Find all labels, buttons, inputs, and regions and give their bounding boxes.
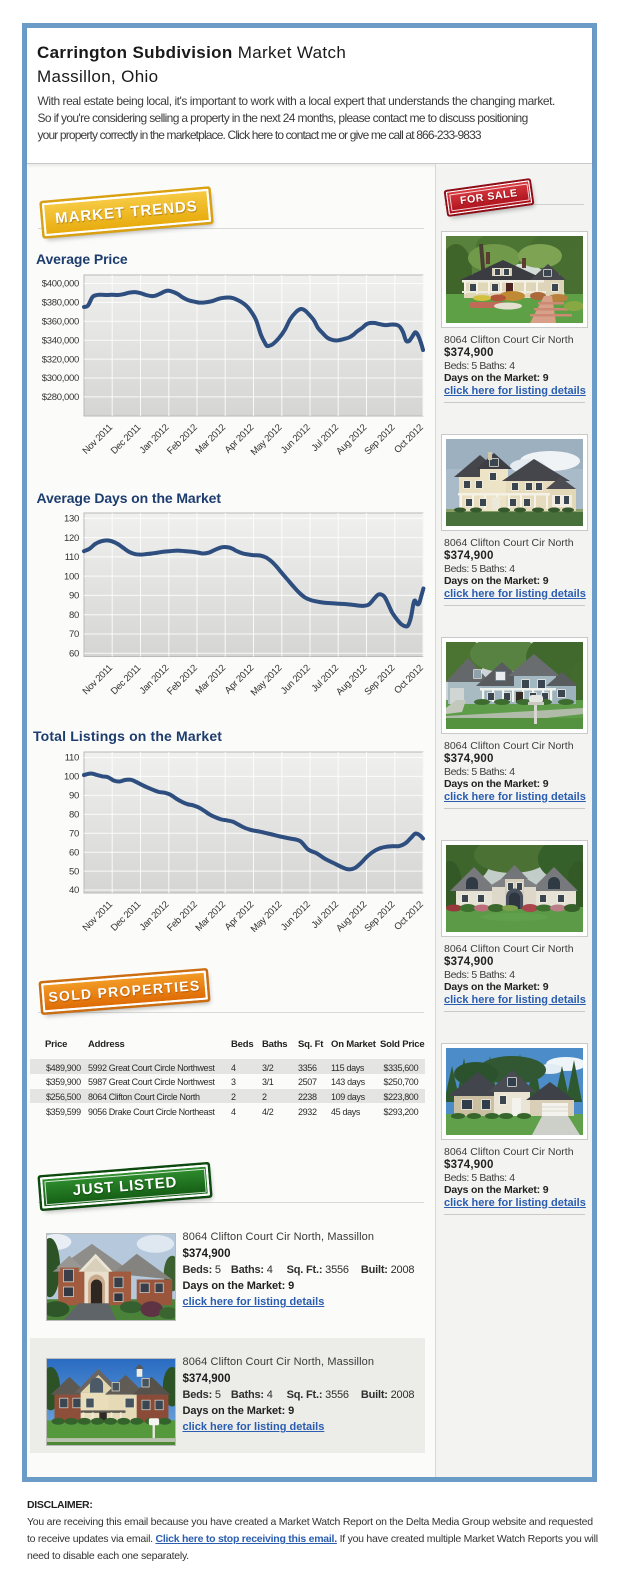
svg-text:110: 110 — [65, 753, 79, 764]
svg-text:110: 110 — [65, 552, 79, 563]
svg-text:Feb 2012: Feb 2012 — [165, 899, 199, 933]
svg-text:Nov 2011: Nov 2011 — [81, 899, 115, 933]
svg-text:100: 100 — [64, 571, 79, 582]
svg-text:100: 100 — [64, 772, 79, 783]
svg-text:Mar 2012: Mar 2012 — [193, 899, 227, 933]
svg-text:$400,000: $400,000 — [42, 279, 79, 290]
svg-text:Oct 2012: Oct 2012 — [392, 663, 425, 696]
svg-text:May 2012: May 2012 — [249, 663, 285, 699]
svg-text:60: 60 — [69, 847, 79, 858]
svg-text:80: 80 — [69, 610, 79, 621]
svg-text:Sep 2012: Sep 2012 — [362, 422, 397, 457]
svg-text:May 2012: May 2012 — [249, 422, 285, 458]
svg-text:Sep 2012: Sep 2012 — [362, 663, 397, 698]
svg-text:$280,000: $280,000 — [42, 392, 79, 403]
svg-text:90: 90 — [69, 791, 79, 802]
svg-text:Sep 2012: Sep 2012 — [362, 899, 397, 934]
svg-text:120: 120 — [64, 533, 79, 544]
svg-text:Nov 2011: Nov 2011 — [81, 422, 115, 456]
svg-text:Jun 2012: Jun 2012 — [279, 899, 313, 933]
svg-text:Dec 2011: Dec 2011 — [109, 422, 143, 456]
svg-text:$300,000: $300,000 — [42, 373, 79, 384]
svg-text:80: 80 — [69, 810, 79, 821]
svg-text:$360,000: $360,000 — [42, 317, 79, 328]
svg-text:130: 130 — [64, 514, 79, 525]
svg-text:50: 50 — [69, 866, 79, 877]
svg-text:Dec 2011: Dec 2011 — [109, 899, 143, 933]
svg-text:Feb 2012: Feb 2012 — [165, 422, 199, 456]
svg-text:Feb 2012: Feb 2012 — [165, 663, 199, 697]
svg-text:Mar 2012: Mar 2012 — [193, 422, 227, 456]
svg-text:40: 40 — [69, 885, 79, 896]
svg-text:$340,000: $340,000 — [42, 335, 79, 346]
svg-text:Oct 2012: Oct 2012 — [392, 899, 425, 932]
svg-text:70: 70 — [69, 828, 79, 839]
svg-text:Jun 2012: Jun 2012 — [279, 663, 313, 697]
svg-text:$380,000: $380,000 — [42, 298, 79, 309]
svg-text:May 2012: May 2012 — [249, 899, 285, 935]
svg-text:60: 60 — [69, 649, 79, 660]
svg-text:Mar 2012: Mar 2012 — [193, 663, 227, 697]
svg-text:90: 90 — [69, 591, 79, 602]
svg-text:Oct 2012: Oct 2012 — [392, 422, 425, 455]
svg-text:Nov 2011: Nov 2011 — [81, 663, 115, 697]
svg-text:$320,000: $320,000 — [42, 354, 79, 365]
svg-text:Jun 2012: Jun 2012 — [279, 422, 313, 456]
svg-text:70: 70 — [69, 629, 79, 640]
svg-text:Dec 2011: Dec 2011 — [109, 663, 143, 697]
